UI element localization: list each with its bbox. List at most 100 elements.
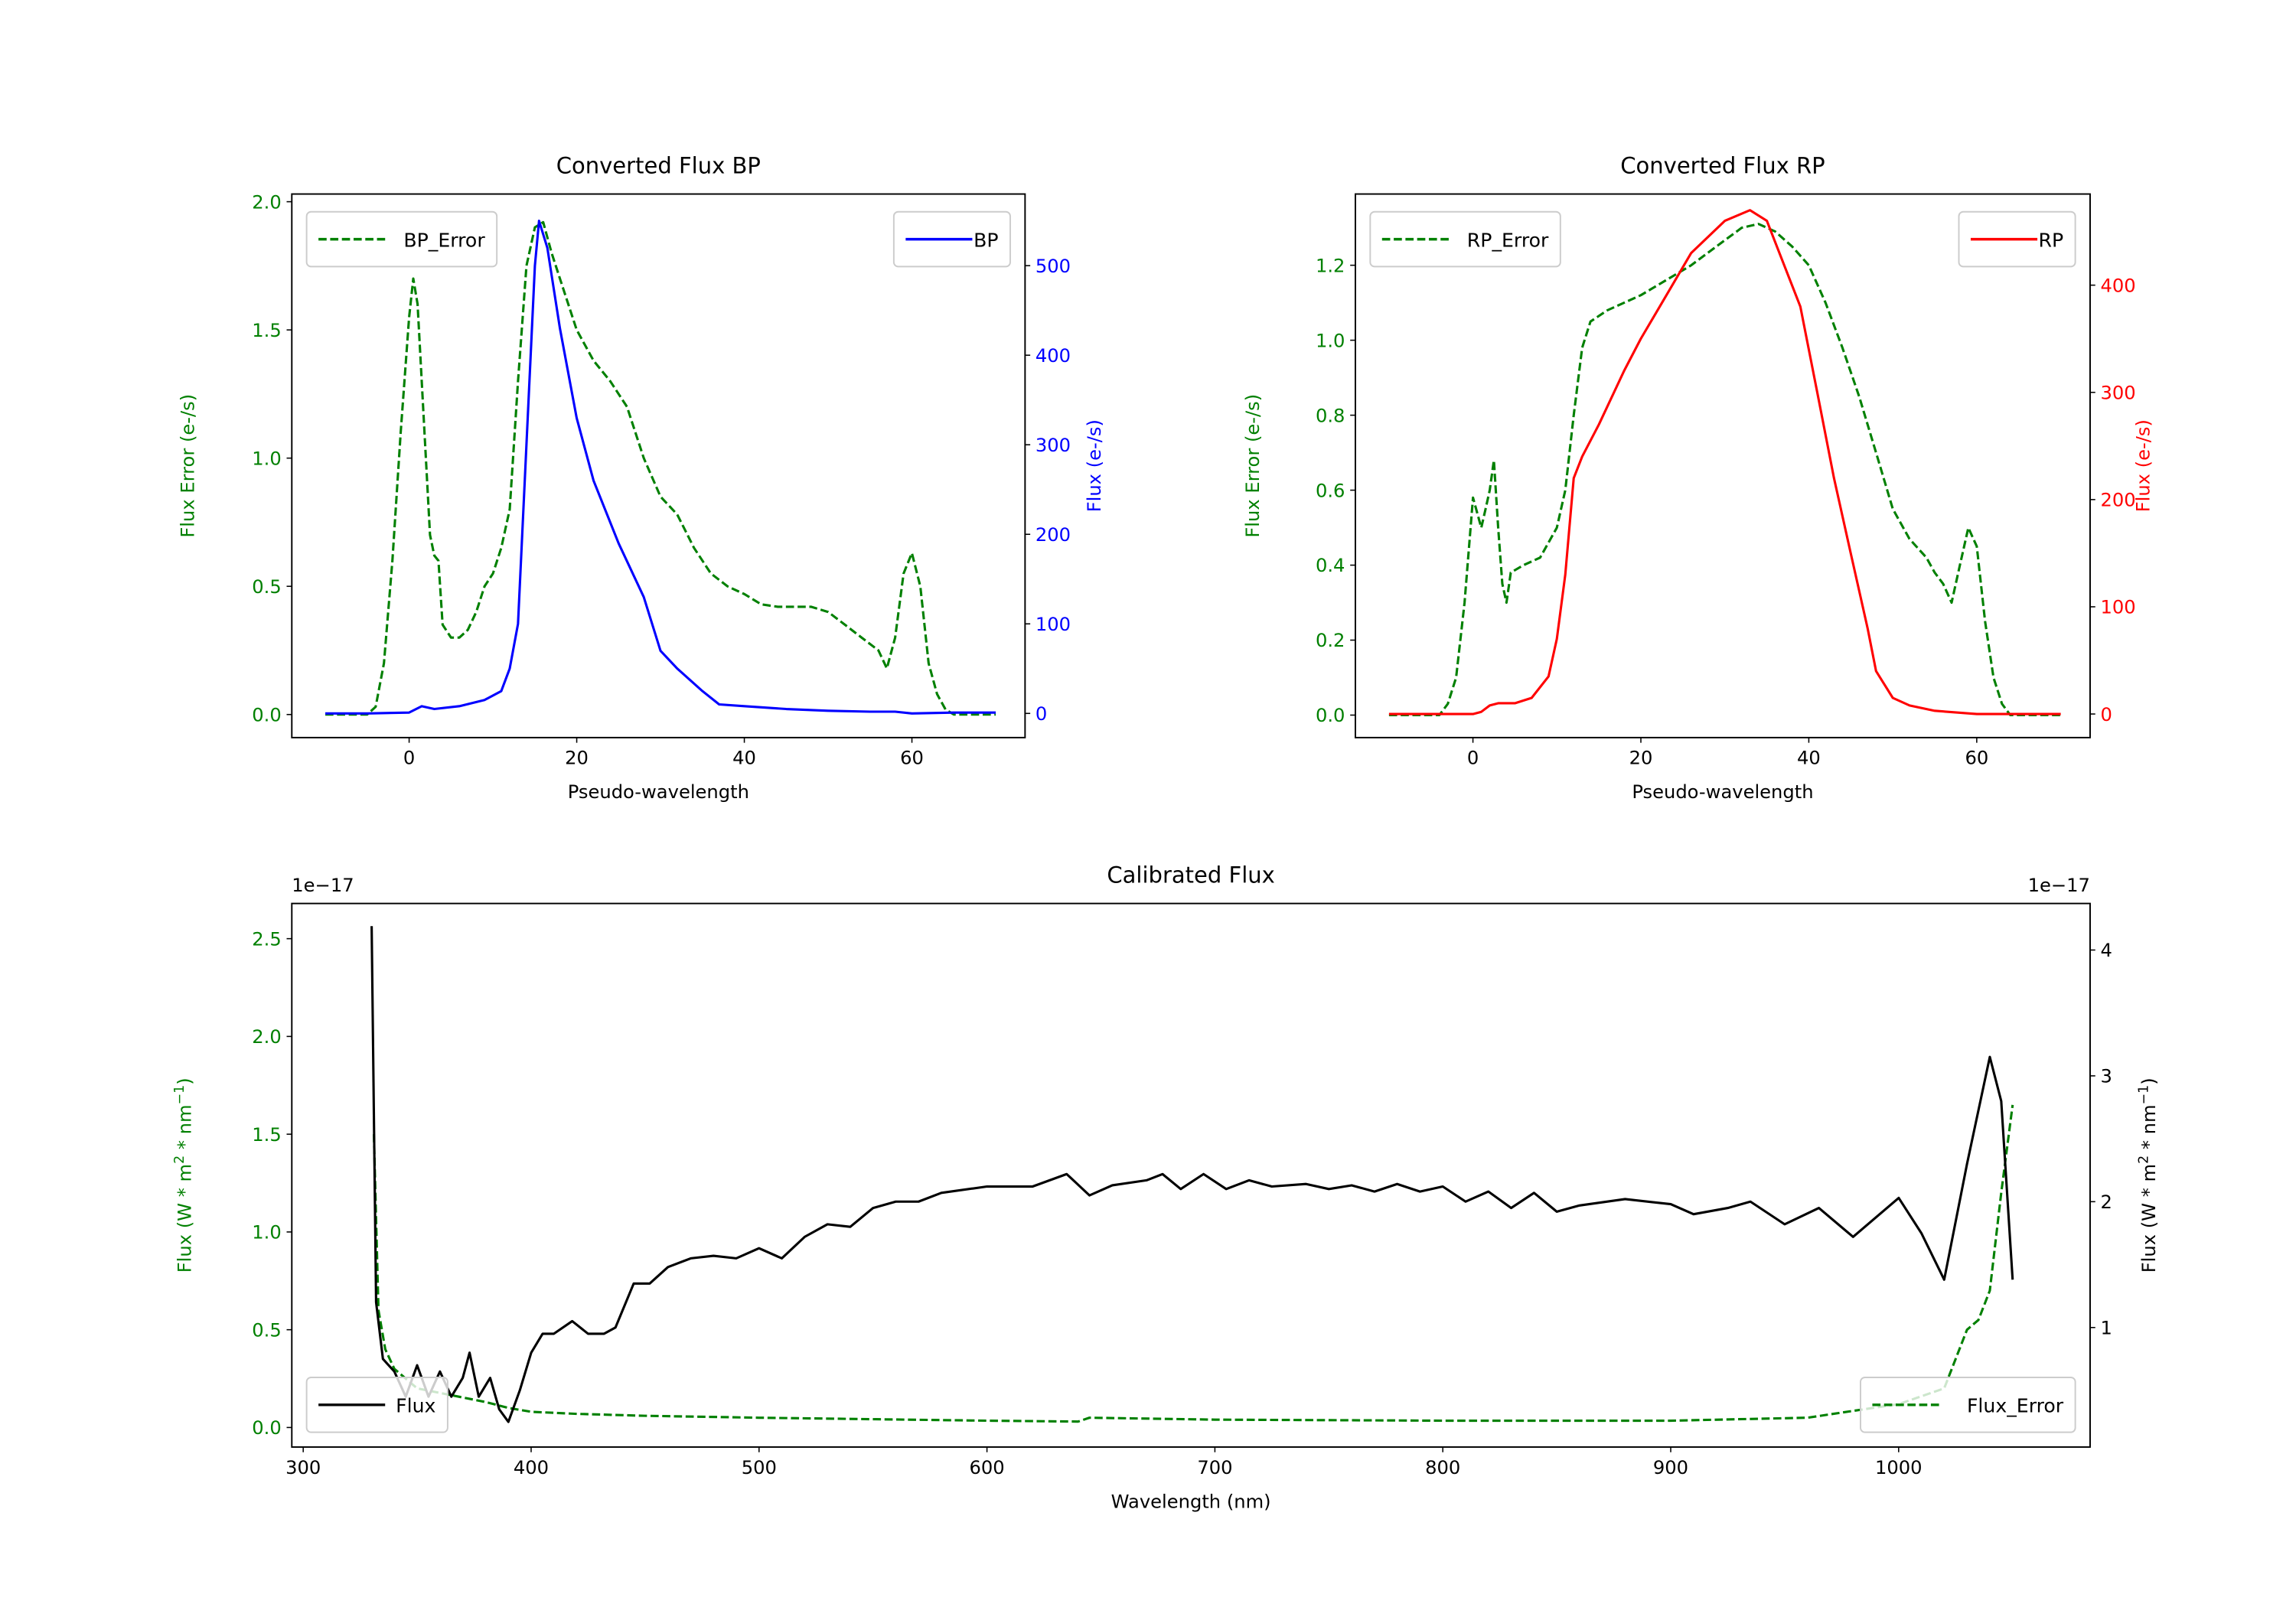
y-right-tick-label: 2 bbox=[2101, 1191, 2112, 1213]
y-right-tick-label: 100 bbox=[2101, 597, 2136, 618]
y-right-tick-label: 1 bbox=[2101, 1317, 2112, 1338]
panel-converted-flux-bp: 0 20 40 60 0.0 0.5 1.0 1.5 2.0 0 100 200 300 400 500 Co… bbox=[178, 152, 1106, 803]
y-left-tick-label: 0.8 bbox=[1316, 405, 1345, 426]
x-tick-label: 40 bbox=[732, 748, 756, 769]
x-tick-label: 300 bbox=[285, 1457, 321, 1478]
x-tick-label: 40 bbox=[1797, 748, 1821, 769]
legend-box bbox=[1369, 210, 1561, 268]
y-right-axis-label: Flux (e-/s) bbox=[1084, 419, 1105, 512]
x-tick-label: 800 bbox=[1425, 1457, 1460, 1478]
y-right-tick-label: 3 bbox=[2101, 1066, 2112, 1087]
series-group bbox=[1388, 209, 2061, 717]
x-axis-label: Pseudo-wavelength bbox=[568, 781, 749, 803]
legend-rp-error: RP_Error bbox=[1369, 210, 1561, 268]
y-right-tick-label: 0 bbox=[2101, 704, 2112, 725]
legend-box bbox=[1860, 1377, 2076, 1433]
series-group bbox=[370, 926, 2014, 1423]
series-line-rp bbox=[1388, 209, 2061, 715]
y-left-tick-label: 2.0 bbox=[252, 1026, 281, 1048]
y-left-tick-label: 1.0 bbox=[252, 448, 281, 469]
y-right-tick-label: 400 bbox=[1035, 345, 1071, 367]
x-tick-label: 20 bbox=[1629, 748, 1653, 769]
y-left-tick-label: 0.5 bbox=[252, 576, 281, 598]
y-left-tick-label: 0.2 bbox=[1316, 630, 1345, 651]
x-tick-label: 60 bbox=[900, 748, 924, 769]
y-right-tick-label: 300 bbox=[2101, 382, 2136, 403]
x-tick-label: 1000 bbox=[1875, 1457, 1923, 1478]
x-tick-label: 20 bbox=[565, 748, 589, 769]
legend-label: BP_Error bbox=[403, 229, 485, 251]
y-left-tick-label: 0.5 bbox=[252, 1319, 281, 1341]
x-axis-label: Pseudo-wavelength bbox=[1632, 781, 1813, 803]
series-line-bp-error bbox=[325, 220, 996, 716]
legend-label: RP bbox=[2038, 229, 2063, 251]
x-tick-label: 500 bbox=[742, 1457, 777, 1478]
y-right-tick-label: 200 bbox=[1035, 524, 1071, 546]
legend-bp-error: BP_Error bbox=[305, 210, 498, 268]
legend-flux: Flux bbox=[305, 1377, 448, 1433]
axes-frame bbox=[1355, 193, 2091, 738]
y-left-axis-label: Flux Error (e-/s) bbox=[178, 394, 199, 538]
series-line-flux bbox=[370, 926, 2014, 1423]
series-line-flux-error bbox=[372, 1104, 2014, 1423]
x-tick-label: 400 bbox=[514, 1457, 549, 1478]
y-left-offset: 1e−17 bbox=[292, 875, 354, 896]
panel-calibrated-flux: 300 400 500 600 700 800 900 1000 0.0 0.5 1.0 1.5 2.0… bbox=[172, 862, 2160, 1513]
label-part: ) bbox=[174, 1077, 196, 1084]
x-tick-label: 700 bbox=[1197, 1457, 1232, 1478]
y-left-tick-label: 1.0 bbox=[252, 1222, 281, 1244]
label-part: Flux (W * m bbox=[174, 1164, 196, 1273]
y-right-tick-label: 500 bbox=[1035, 256, 1071, 277]
y-left-tick-label: 0.4 bbox=[1316, 555, 1345, 576]
legend-label: Flux_Error bbox=[1967, 1394, 2064, 1416]
y-right-tick-label: 0 bbox=[1035, 703, 1047, 725]
y-right-tick-label: 300 bbox=[1035, 435, 1071, 456]
y-left-tick-label: 0.0 bbox=[252, 1417, 281, 1439]
y-left-tick-label: 2.5 bbox=[252, 928, 281, 950]
y-left-tick-label: 1.2 bbox=[1316, 255, 1345, 276]
y-right-tick-label: 100 bbox=[1035, 614, 1071, 635]
x-tick-label: 0 bbox=[1467, 748, 1479, 769]
legend-label: RP_Error bbox=[1467, 229, 1549, 251]
y-right-axis-label: Flux (e-/s) bbox=[2132, 419, 2154, 512]
x-axis-label: Wavelength (nm) bbox=[1111, 1491, 1271, 1512]
superscript: −1 bbox=[2136, 1085, 2151, 1105]
y-left-tick-label: 0.6 bbox=[1316, 480, 1345, 501]
x-tick-label: 60 bbox=[1965, 748, 1988, 769]
superscript: 2 bbox=[2136, 1156, 2151, 1164]
y-right-tick-label: 400 bbox=[2101, 275, 2136, 296]
label-part: * nm bbox=[2138, 1104, 2160, 1155]
series-group bbox=[325, 220, 996, 716]
y-right-tick-label: 4 bbox=[2101, 940, 2112, 961]
series-line-bp bbox=[325, 220, 996, 715]
axes-frame bbox=[291, 902, 2091, 1448]
x-tick-label: 600 bbox=[970, 1457, 1005, 1478]
legend-rp: RP bbox=[1958, 210, 2076, 268]
y-left-tick-label: 0.0 bbox=[252, 704, 281, 725]
legend-label: Flux bbox=[396, 1394, 435, 1416]
legend-flux-error: Flux_Error bbox=[1860, 1377, 2076, 1433]
legend-bp: BP bbox=[892, 210, 1011, 268]
y-left-tick-label: 1.0 bbox=[1316, 330, 1345, 351]
y-left-axis-label: Flux (W * m2 * nm−1) bbox=[172, 1077, 196, 1273]
series-line-rp-error bbox=[1388, 223, 2061, 717]
x-tick-label: 900 bbox=[1653, 1457, 1688, 1478]
legend-label: BP bbox=[974, 229, 998, 251]
y-right-offset: 1e−17 bbox=[2028, 875, 2090, 896]
y-left-tick-label: 1.5 bbox=[252, 320, 281, 341]
y-left-axis-label: Flux Error (e-/s) bbox=[1242, 394, 1264, 538]
x-tick-label: 0 bbox=[403, 748, 415, 769]
superscript: −1 bbox=[172, 1085, 188, 1105]
axes-frame bbox=[291, 193, 1026, 738]
y-right-tick-label: 200 bbox=[2101, 490, 2136, 511]
chart-title: Calibrated Flux bbox=[1107, 862, 1274, 888]
label-part: Flux (W * m bbox=[2138, 1164, 2160, 1273]
y-left-tick-label: 1.5 bbox=[252, 1124, 281, 1146]
chart-title: Converted Flux BP bbox=[556, 152, 761, 178]
panel-converted-flux-rp: 0 20 40 60 0.0 0.2 0.4 0.6 0.8 1.0 1.2 0 100 200 300 40… bbox=[1242, 152, 2154, 803]
label-part: ) bbox=[2138, 1077, 2160, 1084]
label-part: * nm bbox=[174, 1104, 196, 1155]
y-left-tick-label: 0.0 bbox=[1316, 705, 1345, 726]
superscript: 2 bbox=[172, 1156, 188, 1164]
